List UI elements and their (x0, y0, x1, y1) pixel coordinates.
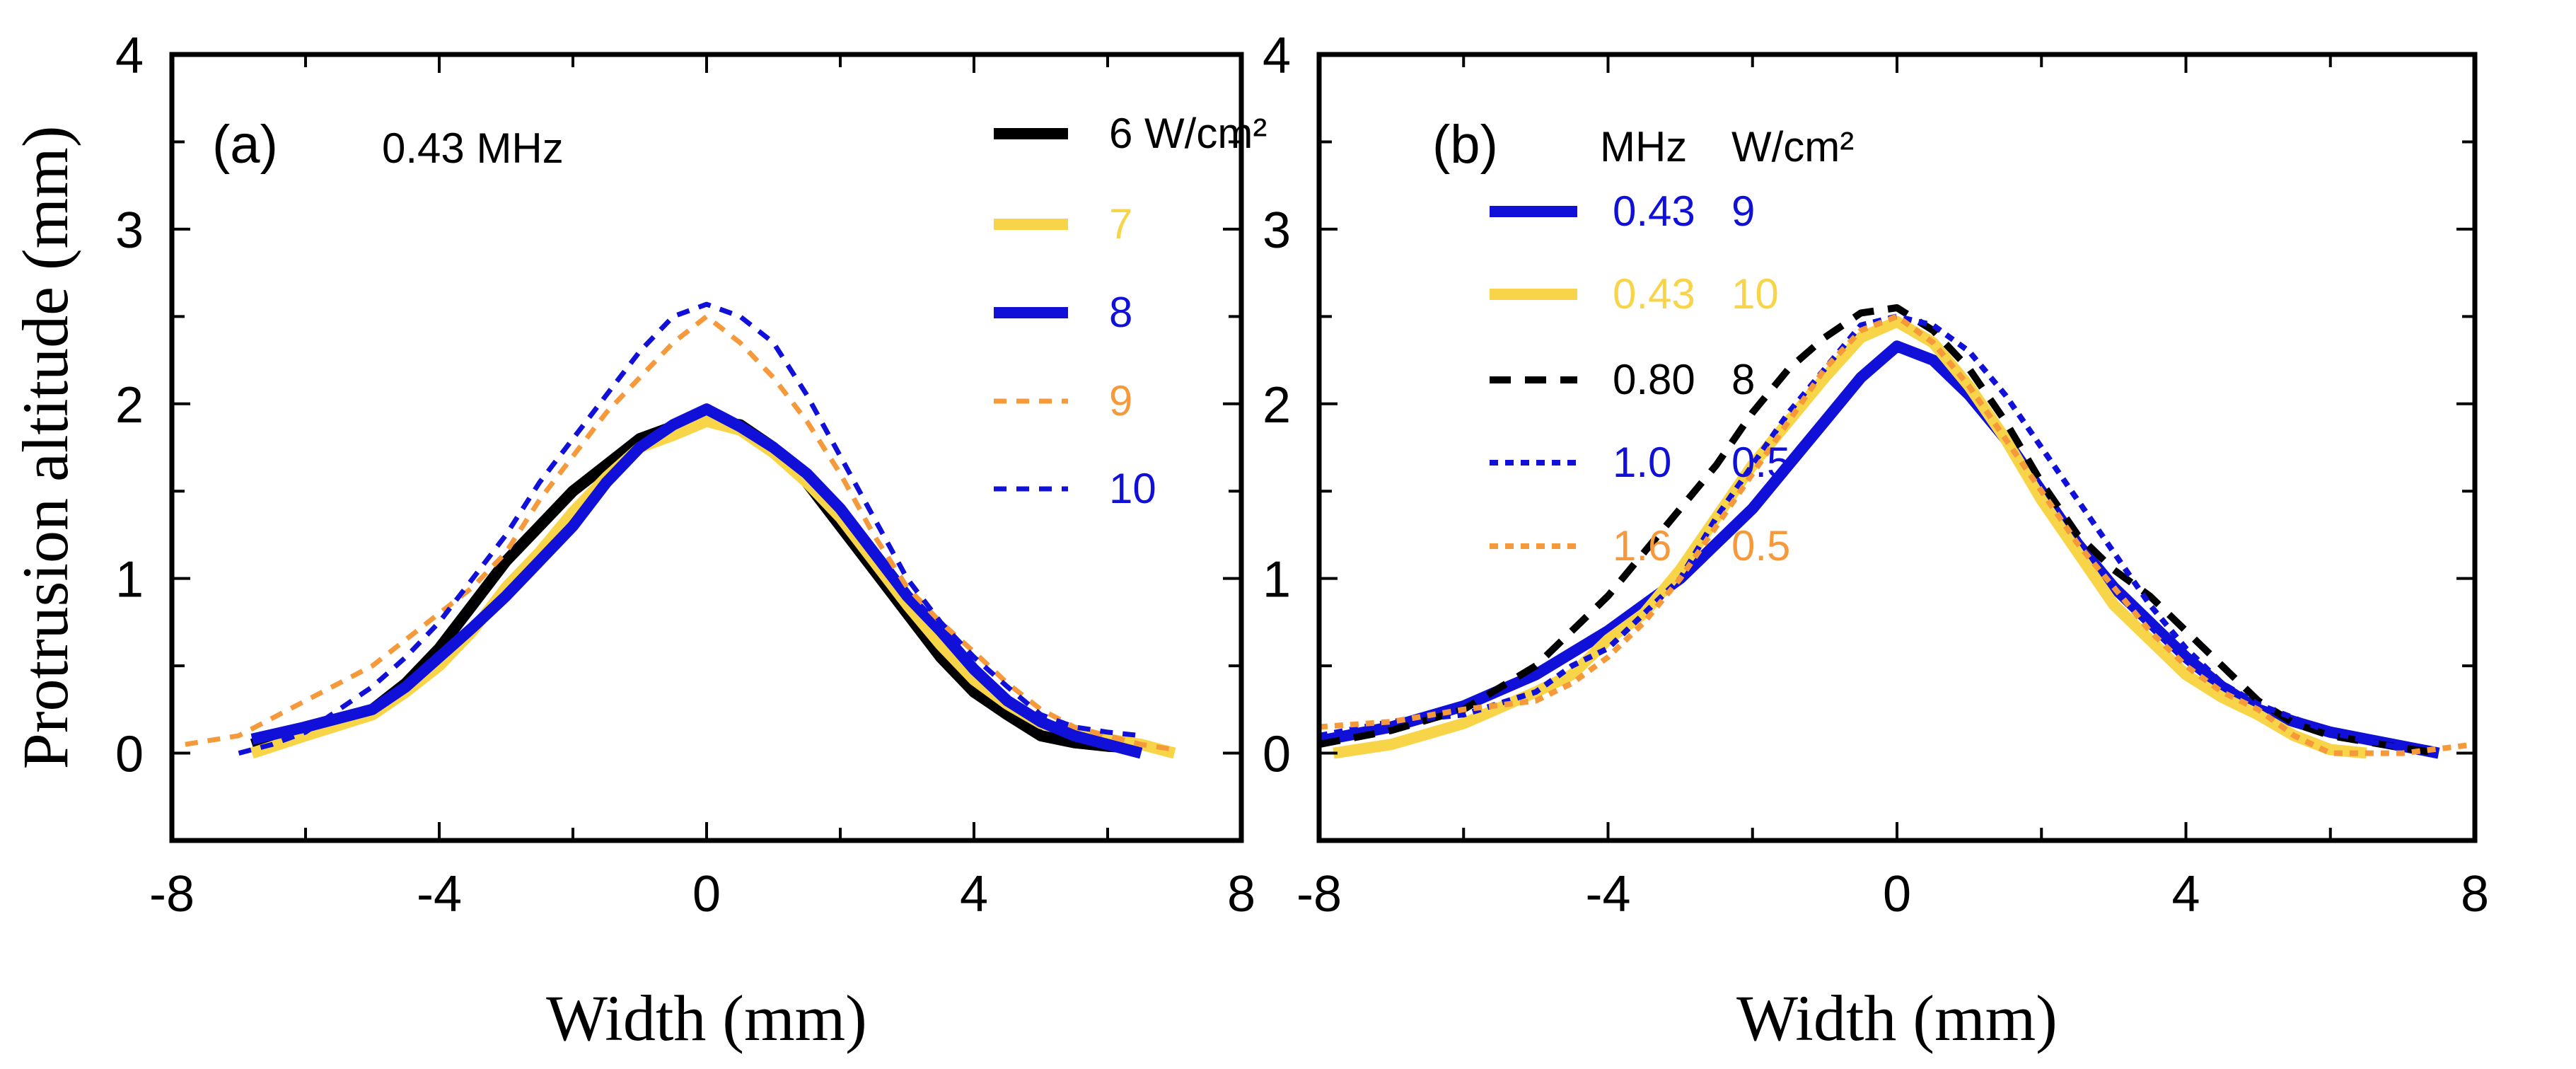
x-axis-title: Width (mm) (1736, 982, 2058, 1054)
y-axis-title: Protrusion altitude (mm) (9, 126, 81, 770)
panel-a: -8 -4 0 4 8 0 1 2 3 4 Width (mm) Protrusion altitud… (9, 28, 1267, 1054)
legend-label: 10 (1731, 270, 1779, 318)
x-tick-label: -4 (1585, 866, 1630, 923)
legend-label: 9 (1109, 377, 1132, 424)
legend-label: 6 W/cm² (1109, 110, 1267, 157)
legend: 6 W/cm² 7 8 9 10 (994, 110, 1267, 512)
legend-label: 0.5 (1731, 439, 1790, 486)
legend-label: 8 (1109, 289, 1132, 336)
y-tick-label: 3 (115, 202, 144, 259)
y-tick-label: 1 (115, 552, 144, 608)
series-line (250, 403, 1143, 759)
x-axis-title: Width (mm) (546, 982, 867, 1054)
series-line (1318, 304, 2439, 757)
series-line (1333, 316, 2367, 759)
y-tick-label: 3 (1263, 202, 1291, 259)
x-tick-label: 8 (1227, 866, 1255, 923)
frequency-annotation: 0.43 MHz (382, 125, 564, 172)
legend-label: 8 (1731, 356, 1755, 403)
legend-label: 9 (1731, 187, 1755, 235)
x-tick-label: 4 (2171, 866, 2200, 923)
panel-label: (a) (212, 115, 278, 175)
series-line (238, 301, 1142, 756)
y-tick-label: 2 (115, 377, 144, 434)
x-tick-label: 0 (1883, 866, 1911, 923)
x-tick-label: 4 (960, 866, 988, 923)
legend-label: 10 (1109, 465, 1156, 512)
legend-header: W/cm² (1731, 123, 1854, 171)
x-tick-label: -4 (417, 866, 462, 923)
y-tick-label: 0 (115, 727, 144, 783)
panel-b: -8 -4 0 4 8 0 1 2 3 4 Width (mm) (b) MHz W/cm² 0.43 9 0.… (1263, 28, 2489, 1054)
series-line (1318, 313, 2476, 756)
y-tick-label: 4 (115, 28, 144, 84)
legend-label: 1.6 (1613, 522, 1671, 570)
y-tick-label: 1 (1263, 552, 1291, 608)
legend-label: 0.43 (1613, 187, 1695, 235)
panel-label: (b) (1432, 115, 1498, 175)
series-line (185, 313, 1176, 753)
legend-label: 1.0 (1613, 439, 1671, 486)
series-line (1318, 313, 2403, 751)
y-tick-label: 4 (1263, 28, 1291, 84)
legend-label: 0.5 (1731, 522, 1790, 570)
y-tick-label: 0 (1263, 727, 1291, 783)
x-tick-label: 8 (2461, 866, 2489, 923)
legend-label: 0.80 (1613, 356, 1695, 403)
x-tick-label: 0 (692, 866, 721, 923)
legend-header: MHz (1600, 123, 1687, 171)
x-tick-label: -8 (149, 866, 195, 923)
legend-label: 7 (1109, 200, 1132, 248)
legend-label: 0.43 (1613, 270, 1695, 318)
x-tick-label: -8 (1296, 866, 1342, 923)
legend: MHz W/cm² 0.43 9 0.43 10 0.80 8 1.0 0.5 1.6 0.5 (1490, 123, 1854, 570)
y-tick-label: 2 (1263, 377, 1291, 434)
